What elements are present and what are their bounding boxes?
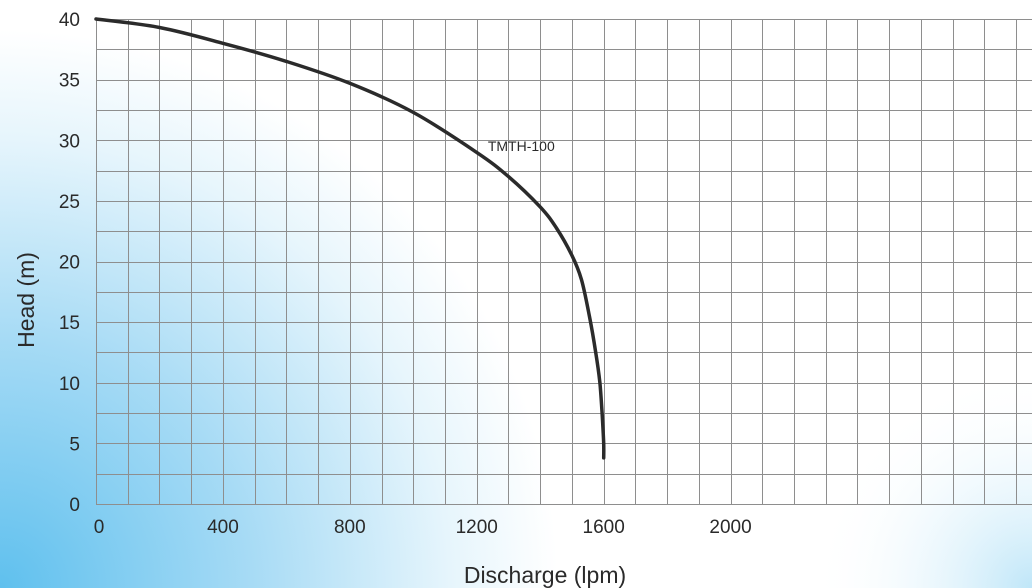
y-tick-label: 35 — [59, 71, 80, 92]
y-tick-labels: 0 5 10 15 20 25 30 35 40 — [59, 10, 80, 516]
y-tick-label: 5 — [69, 434, 80, 455]
series-group: TMTH-100 — [94, 17, 606, 460]
x-tick-labels: 0 400 800 1200 1600 2000 — [94, 517, 752, 538]
series-label: TMTH-100 — [488, 138, 555, 154]
y-tick-label: 40 — [59, 10, 80, 31]
x-tick-label: 2000 — [709, 517, 751, 538]
y-tick-label: 0 — [69, 495, 80, 516]
x-tick-label: 0 — [94, 517, 105, 538]
grid — [96, 19, 1032, 505]
y-tick-label: 15 — [59, 313, 80, 334]
x-tick-label: 1600 — [583, 517, 625, 538]
series-line — [94, 17, 606, 460]
x-tick-label: 800 — [334, 517, 366, 538]
x-axis-title: Discharge (lpm) — [464, 562, 626, 588]
y-tick-label: 20 — [59, 253, 80, 274]
y-tick-label: 10 — [59, 374, 80, 395]
x-tick-label: 400 — [207, 517, 239, 538]
y-tick-label: 25 — [59, 192, 80, 213]
x-tick-label: 1200 — [456, 517, 498, 538]
y-axis-title: Head (m) — [13, 252, 39, 348]
y-tick-label: 30 — [59, 131, 80, 152]
